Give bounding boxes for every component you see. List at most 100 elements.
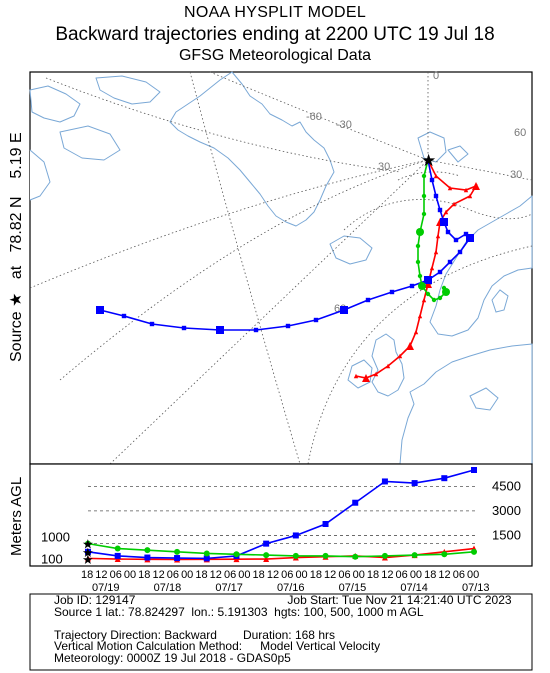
- trajectory-100m-point: [373, 371, 379, 377]
- trajectory-500m-point: [445, 229, 451, 235]
- title-line-2: Backward trajectories ending at 2200 UTC…: [55, 24, 495, 45]
- date-label: 07/16: [277, 582, 305, 594]
- trajectory-1000m-point: [415, 259, 421, 265]
- arctic-island-coast: [59, 125, 121, 161]
- time-tick-label: 00: [295, 569, 307, 581]
- trajectory-layer: ★: [96, 151, 480, 382]
- height-point: [233, 551, 240, 558]
- lake-outline: [469, 387, 499, 411]
- height-point: [381, 552, 388, 559]
- trajectory-1000m-point: [421, 193, 427, 199]
- svalbard-coast: [447, 145, 469, 163]
- source-line: Source 1 lat.: 78.824297 lon.: 5.191303 …: [54, 604, 424, 619]
- graticule-line: [45, 77, 401, 173]
- height-point: [411, 480, 418, 487]
- height-point: [203, 555, 210, 562]
- time-tick-label: 12: [381, 569, 393, 581]
- height-point: [292, 552, 299, 559]
- trajectory-100m-point: [467, 193, 473, 199]
- labrador-coast: [29, 149, 51, 201]
- lake-outline: [491, 289, 509, 313]
- height-point: [352, 499, 359, 506]
- trajectory-100m-point: [463, 187, 469, 193]
- trajectory-100m-point: [353, 373, 359, 379]
- height-point: [352, 553, 359, 560]
- trajectory-500m-point: [285, 323, 291, 329]
- meteorology: Meteorology: 0000Z 19 Jul 2018 - GDAS0p5: [54, 650, 291, 665]
- height-level-label-right: 4500: [492, 478, 521, 493]
- svalbard-coast: [417, 131, 447, 163]
- time-tick-label: 12: [324, 569, 336, 581]
- height-axis-label: Meters AGL: [8, 476, 25, 556]
- trajectory-500m-point: [424, 276, 432, 284]
- arctic-island-coast: [29, 85, 81, 123]
- time-tick-label: 00: [181, 569, 193, 581]
- height-point: [263, 552, 270, 559]
- trajectory-100m-point: [406, 342, 414, 350]
- time-tick-label: 18: [138, 569, 150, 581]
- time-tick-label: 06: [281, 569, 293, 581]
- trajectory-500m-point: [365, 297, 371, 303]
- trajectory-500m-point: [429, 177, 435, 183]
- trajectory-500m-point: [433, 193, 439, 199]
- time-tick-label: 06: [453, 569, 465, 581]
- date-label: 07/13: [462, 582, 490, 594]
- trajectory-100m-point: [417, 313, 423, 319]
- map-side-label: Source ★ at 78.82 N 5.19 E: [8, 132, 25, 362]
- trajectory-100m-point: [429, 265, 435, 271]
- height-point: [114, 545, 121, 552]
- height-point: [381, 478, 388, 485]
- trajectory-1000m-point: [421, 173, 427, 179]
- trajectory-1000m-point: [415, 243, 421, 249]
- map-layer: -60-30030603060: [29, 70, 533, 465]
- trajectory-500m-point: [437, 269, 443, 275]
- trajectory-500m-point: [389, 289, 395, 295]
- time-tick-label: 12: [210, 569, 222, 581]
- trajectory-500m-point: [181, 325, 187, 331]
- height-point: [174, 548, 181, 555]
- duration: Duration: 168 hrs: [242, 627, 335, 642]
- graticule-line: [189, 71, 301, 465]
- trajectory-100m-point: [421, 297, 427, 303]
- time-tick-label: 00: [353, 569, 365, 581]
- height-point: [322, 552, 329, 559]
- time-tick-label: 12: [152, 569, 164, 581]
- trajectory-500m-point: [453, 237, 459, 243]
- height-point: [174, 555, 181, 562]
- time-tick-label: 06: [224, 569, 236, 581]
- graticule-line: [343, 199, 533, 231]
- height-point: [114, 552, 121, 559]
- iceland-coast: [329, 235, 373, 265]
- date-label: 07/14: [400, 582, 428, 594]
- height-panel-frame: [29, 463, 533, 567]
- trajectory-500m-point: [216, 326, 224, 334]
- trajectory-direction: Trajectory Direction: Backward: [54, 627, 217, 642]
- height-point: [144, 547, 151, 554]
- source-star-icon: ★: [82, 546, 94, 561]
- time-tick-label: 18: [253, 569, 265, 581]
- date-label: 07/19: [92, 582, 120, 594]
- time-tick-label: 06: [338, 569, 350, 581]
- job-id: Job ID: 129147: [54, 593, 136, 607]
- grid-label: 30: [378, 161, 390, 173]
- trajectory-100m-point: [451, 201, 457, 207]
- height-point: [292, 532, 299, 539]
- source-star-icon: ★: [82, 553, 94, 568]
- date-label: 07/15: [339, 582, 367, 594]
- height-level-label-left: 1000: [41, 530, 70, 545]
- job-start: Job Start: Tue Nov 21 14:21:40 UTC 2023: [287, 593, 512, 607]
- greenland-coast: [169, 71, 335, 227]
- graticule-line: [307, 245, 533, 465]
- time-tick-label: 00: [124, 569, 136, 581]
- height-point: [85, 540, 91, 547]
- trajectory-1000m-point: [437, 295, 443, 301]
- height-series-line-2: [87, 542, 475, 558]
- graticule-line: [427, 159, 533, 181]
- trajectory-100m-point: [433, 173, 439, 179]
- vertical-method: Vertical Motion Calculation Method:: [54, 639, 243, 653]
- height-point: [441, 551, 448, 558]
- time-tick-label: 18: [367, 569, 379, 581]
- grid-label: 30: [510, 169, 522, 181]
